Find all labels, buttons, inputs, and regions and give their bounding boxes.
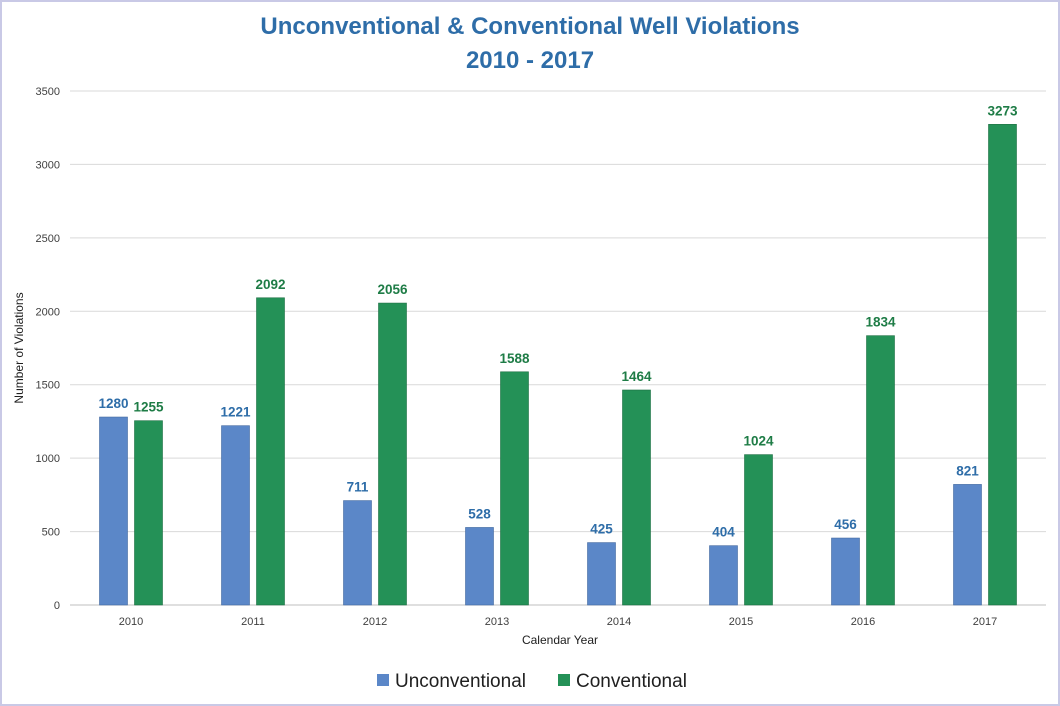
x-tick-label: 2015	[729, 616, 753, 628]
x-tick-label: 2012	[363, 616, 387, 628]
y-tick-label: 1000	[36, 453, 60, 465]
x-tick-label: 2013	[485, 616, 509, 628]
data-label-unconventional-2015: 404	[712, 525, 735, 540]
bar-unconventional-2014	[587, 542, 616, 606]
x-tick-label: 2017	[973, 616, 997, 628]
data-label-conventional-2017: 3273	[987, 103, 1018, 118]
x-axis-label: Calendar Year	[522, 633, 598, 647]
data-label-unconventional-2011: 1221	[220, 405, 251, 420]
bar-conventional-2017	[988, 124, 1017, 606]
data-label-conventional-2016: 1834	[865, 315, 896, 330]
y-axis-label: Number of Violations	[12, 292, 26, 403]
chart-title-line-2: 2010 - 2017	[466, 47, 594, 74]
bar-unconventional-2011	[221, 425, 250, 606]
y-tick-label: 3000	[36, 159, 60, 171]
data-label-unconventional-2017: 821	[956, 463, 979, 478]
bar-unconventional-2013	[465, 527, 494, 606]
legend-swatch-unconventional	[377, 674, 389, 686]
bar-conventional-2012	[378, 302, 407, 606]
bar-unconventional-2016	[831, 537, 860, 606]
data-label-conventional-2015: 1024	[743, 434, 774, 449]
bar-unconventional-2012	[343, 500, 372, 606]
y-tick-label: 2500	[36, 233, 60, 245]
data-label-conventional-2011: 2092	[255, 277, 285, 292]
x-tick-label: 2011	[241, 616, 265, 628]
legend-swatch-conventional	[558, 674, 570, 686]
bar-unconventional-2015	[709, 545, 738, 606]
bar-conventional-2013	[500, 371, 529, 606]
chart-title-line-1: Unconventional & Conventional Well Viola…	[260, 13, 799, 40]
legend: Unconventional Conventional	[377, 671, 687, 692]
legend-label-unconventional: Unconventional	[395, 671, 526, 692]
legend-label-conventional: Conventional	[576, 671, 687, 692]
data-label-unconventional-2012: 711	[347, 480, 369, 495]
x-tick-label: 2016	[851, 616, 875, 628]
bar-conventional-2016	[866, 335, 895, 606]
bar-unconventional-2017	[953, 484, 982, 606]
bar-conventional-2010	[134, 420, 163, 606]
y-tick-label: 3500	[36, 86, 60, 98]
y-tick-label: 0	[54, 600, 60, 612]
bar-unconventional-2010	[99, 416, 128, 606]
data-label-unconventional-2013: 528	[468, 506, 491, 521]
data-label-conventional-2010: 1255	[133, 400, 164, 415]
y-tick-label: 1500	[36, 380, 60, 392]
data-label-conventional-2014: 1464	[621, 369, 652, 384]
data-label-unconventional-2016: 456	[834, 517, 857, 532]
data-label-conventional-2012: 2056	[377, 282, 408, 297]
y-tick-label: 500	[42, 527, 60, 539]
bar-conventional-2011	[256, 297, 285, 606]
x-tick-label: 2010	[119, 616, 143, 628]
bar-conventional-2015	[744, 454, 773, 606]
data-label-unconventional-2014: 425	[590, 522, 613, 537]
x-tick-label: 2014	[607, 616, 631, 628]
y-tick-label: 2000	[36, 306, 60, 318]
bar-conventional-2014	[622, 389, 651, 606]
data-label-conventional-2013: 1588	[499, 351, 530, 366]
data-label-unconventional-2010: 1280	[98, 396, 128, 411]
